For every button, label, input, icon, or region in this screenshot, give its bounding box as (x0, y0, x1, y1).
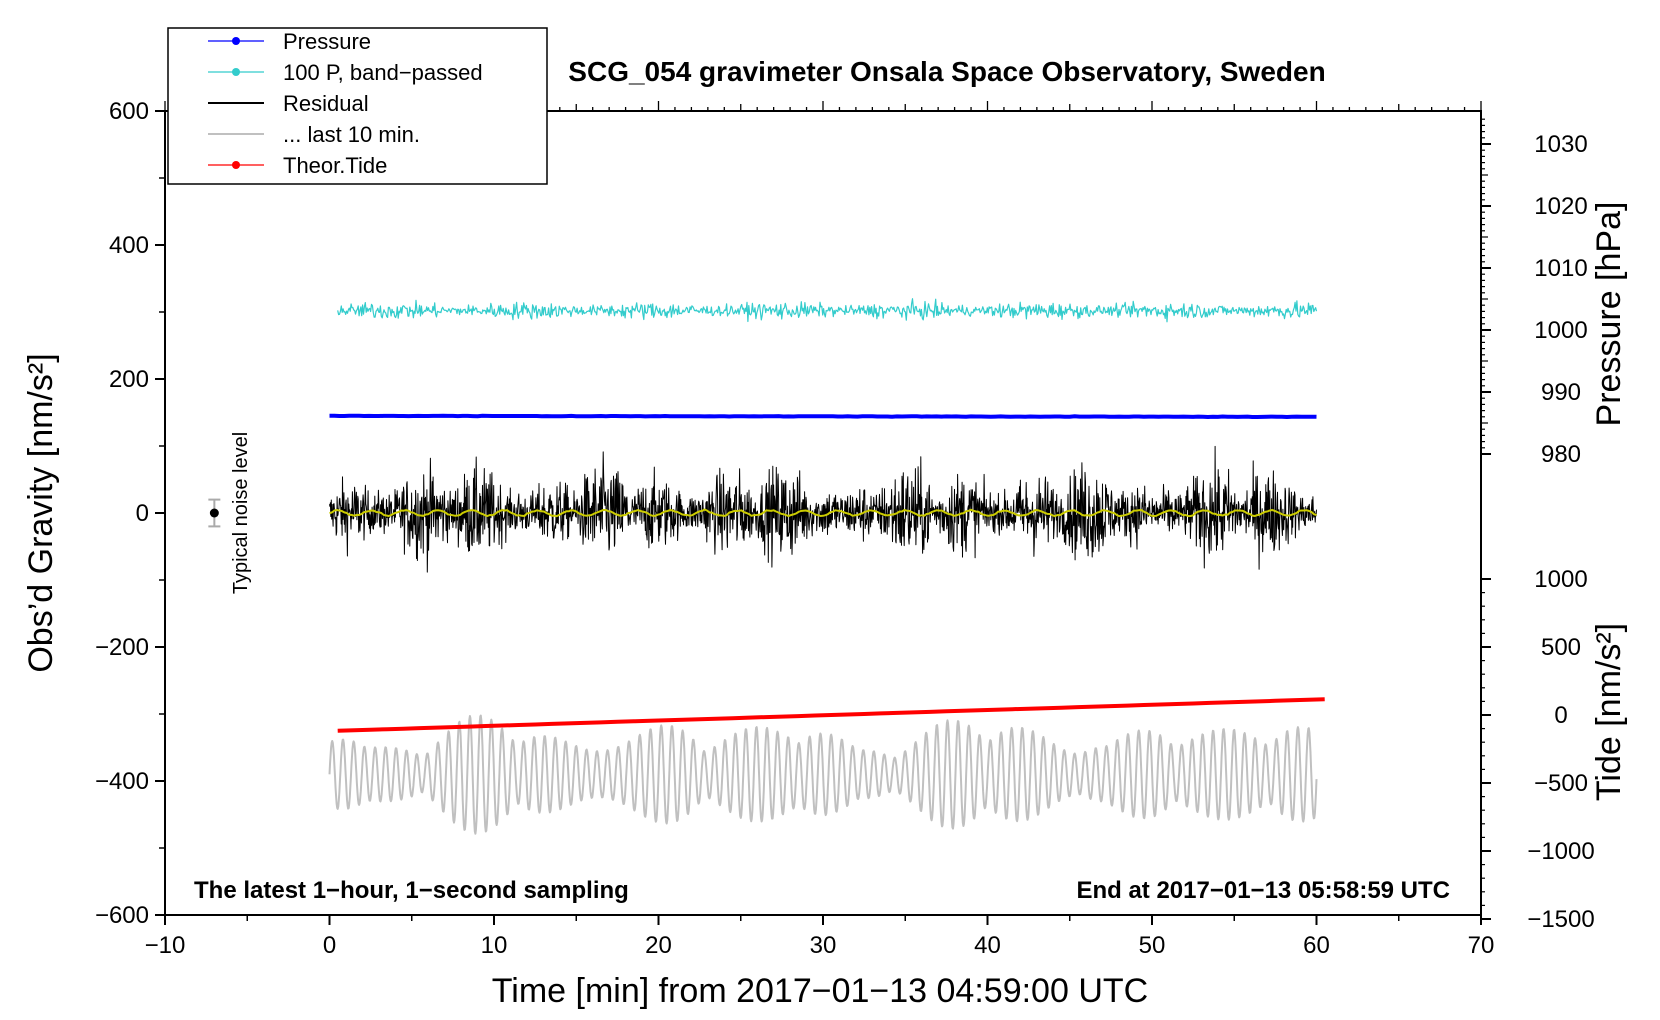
legend-label: Pressure (283, 29, 371, 54)
y-tick-label: 0 (136, 500, 149, 527)
noise-point (209, 508, 219, 518)
x-tick-label: 30 (810, 932, 837, 959)
x-tick-label: 60 (1303, 932, 1330, 959)
end-time-note: End at 2017−01−13 05:58:59 UTC (1076, 877, 1450, 904)
x-tick-label: 50 (1139, 932, 1166, 959)
data-series (328, 298, 1325, 835)
noise-level-indicator (208, 498, 221, 528)
tide-tick-label: 1000 (1534, 566, 1587, 593)
legend-swatch-marker (232, 161, 240, 169)
pressure-tick-label: 980 (1541, 441, 1581, 468)
tide-tick-label: −500 (1534, 770, 1588, 797)
x-tick-label: 10 (481, 932, 508, 959)
y-tick-label: 400 (109, 232, 149, 259)
x-tick-label: −10 (145, 932, 186, 959)
x-tick-label: 0 (323, 932, 336, 959)
pressure-tick-label: 990 (1541, 379, 1581, 406)
smoothed-residual-line (329, 508, 1317, 518)
legend-label: 100 P, band−passed (283, 60, 483, 85)
y-tick-label: −600 (95, 902, 149, 929)
pressure-tick-label: 1020 (1534, 193, 1587, 220)
legend: Pressure 100 P, band−passed Residual ... la… (167, 27, 548, 185)
residual-line (329, 445, 1317, 573)
x-axis-title: Time [min] from 2017−01−13 04:59:00 UTC (492, 972, 1148, 1010)
x-tick-label: 70 (1468, 932, 1495, 959)
tide-tick-label: −1000 (1527, 838, 1594, 865)
y-axis-title-tide: Tide [nm/s²] (1590, 623, 1628, 801)
legend-swatch-marker (232, 37, 240, 45)
axis-ticks: −10 0 10 20 30 40 50 60 706004002000−200−400−600… (95, 98, 1595, 959)
legend-label: Theor.Tide (283, 153, 387, 178)
tide-tick-label: 500 (1541, 634, 1581, 661)
y-tick-label: 200 (109, 366, 149, 393)
y-tick-label: −400 (95, 768, 149, 795)
legend-label: ... last 10 min. (283, 122, 420, 147)
last-10-min-line (328, 714, 1318, 835)
legend-label: Residual (283, 91, 369, 116)
pressure-tick-label: 1030 (1534, 131, 1587, 158)
pressure-line (329, 413, 1317, 419)
y-tick-label: 600 (109, 98, 149, 125)
tide-tick-label: −1500 (1527, 906, 1594, 933)
y-axis-title-pressure: Pressure [hPa] (1590, 202, 1628, 427)
noise-level-label: Typical noise level (230, 432, 252, 594)
chart-title: SCG_054 gravimeter Onsala Space Observat… (568, 56, 1325, 87)
pressure-tick-label: 1010 (1534, 255, 1587, 282)
pressure-tick-label: 1000 (1534, 317, 1587, 344)
tide-line (337, 697, 1325, 733)
legend-box (167, 27, 548, 185)
x-tick-label: 40 (974, 932, 1001, 959)
y-axis-title-left: Obs’d Gravity [nm/s²] (22, 353, 60, 672)
band-passed-pressure-line (337, 298, 1318, 323)
y-tick-label: −200 (95, 634, 149, 661)
tide-tick-label: 0 (1554, 702, 1567, 729)
x-tick-label: 20 (645, 932, 672, 959)
sampling-note: The latest 1−hour, 1−second sampling (194, 877, 629, 904)
legend-swatch-marker (232, 68, 240, 76)
